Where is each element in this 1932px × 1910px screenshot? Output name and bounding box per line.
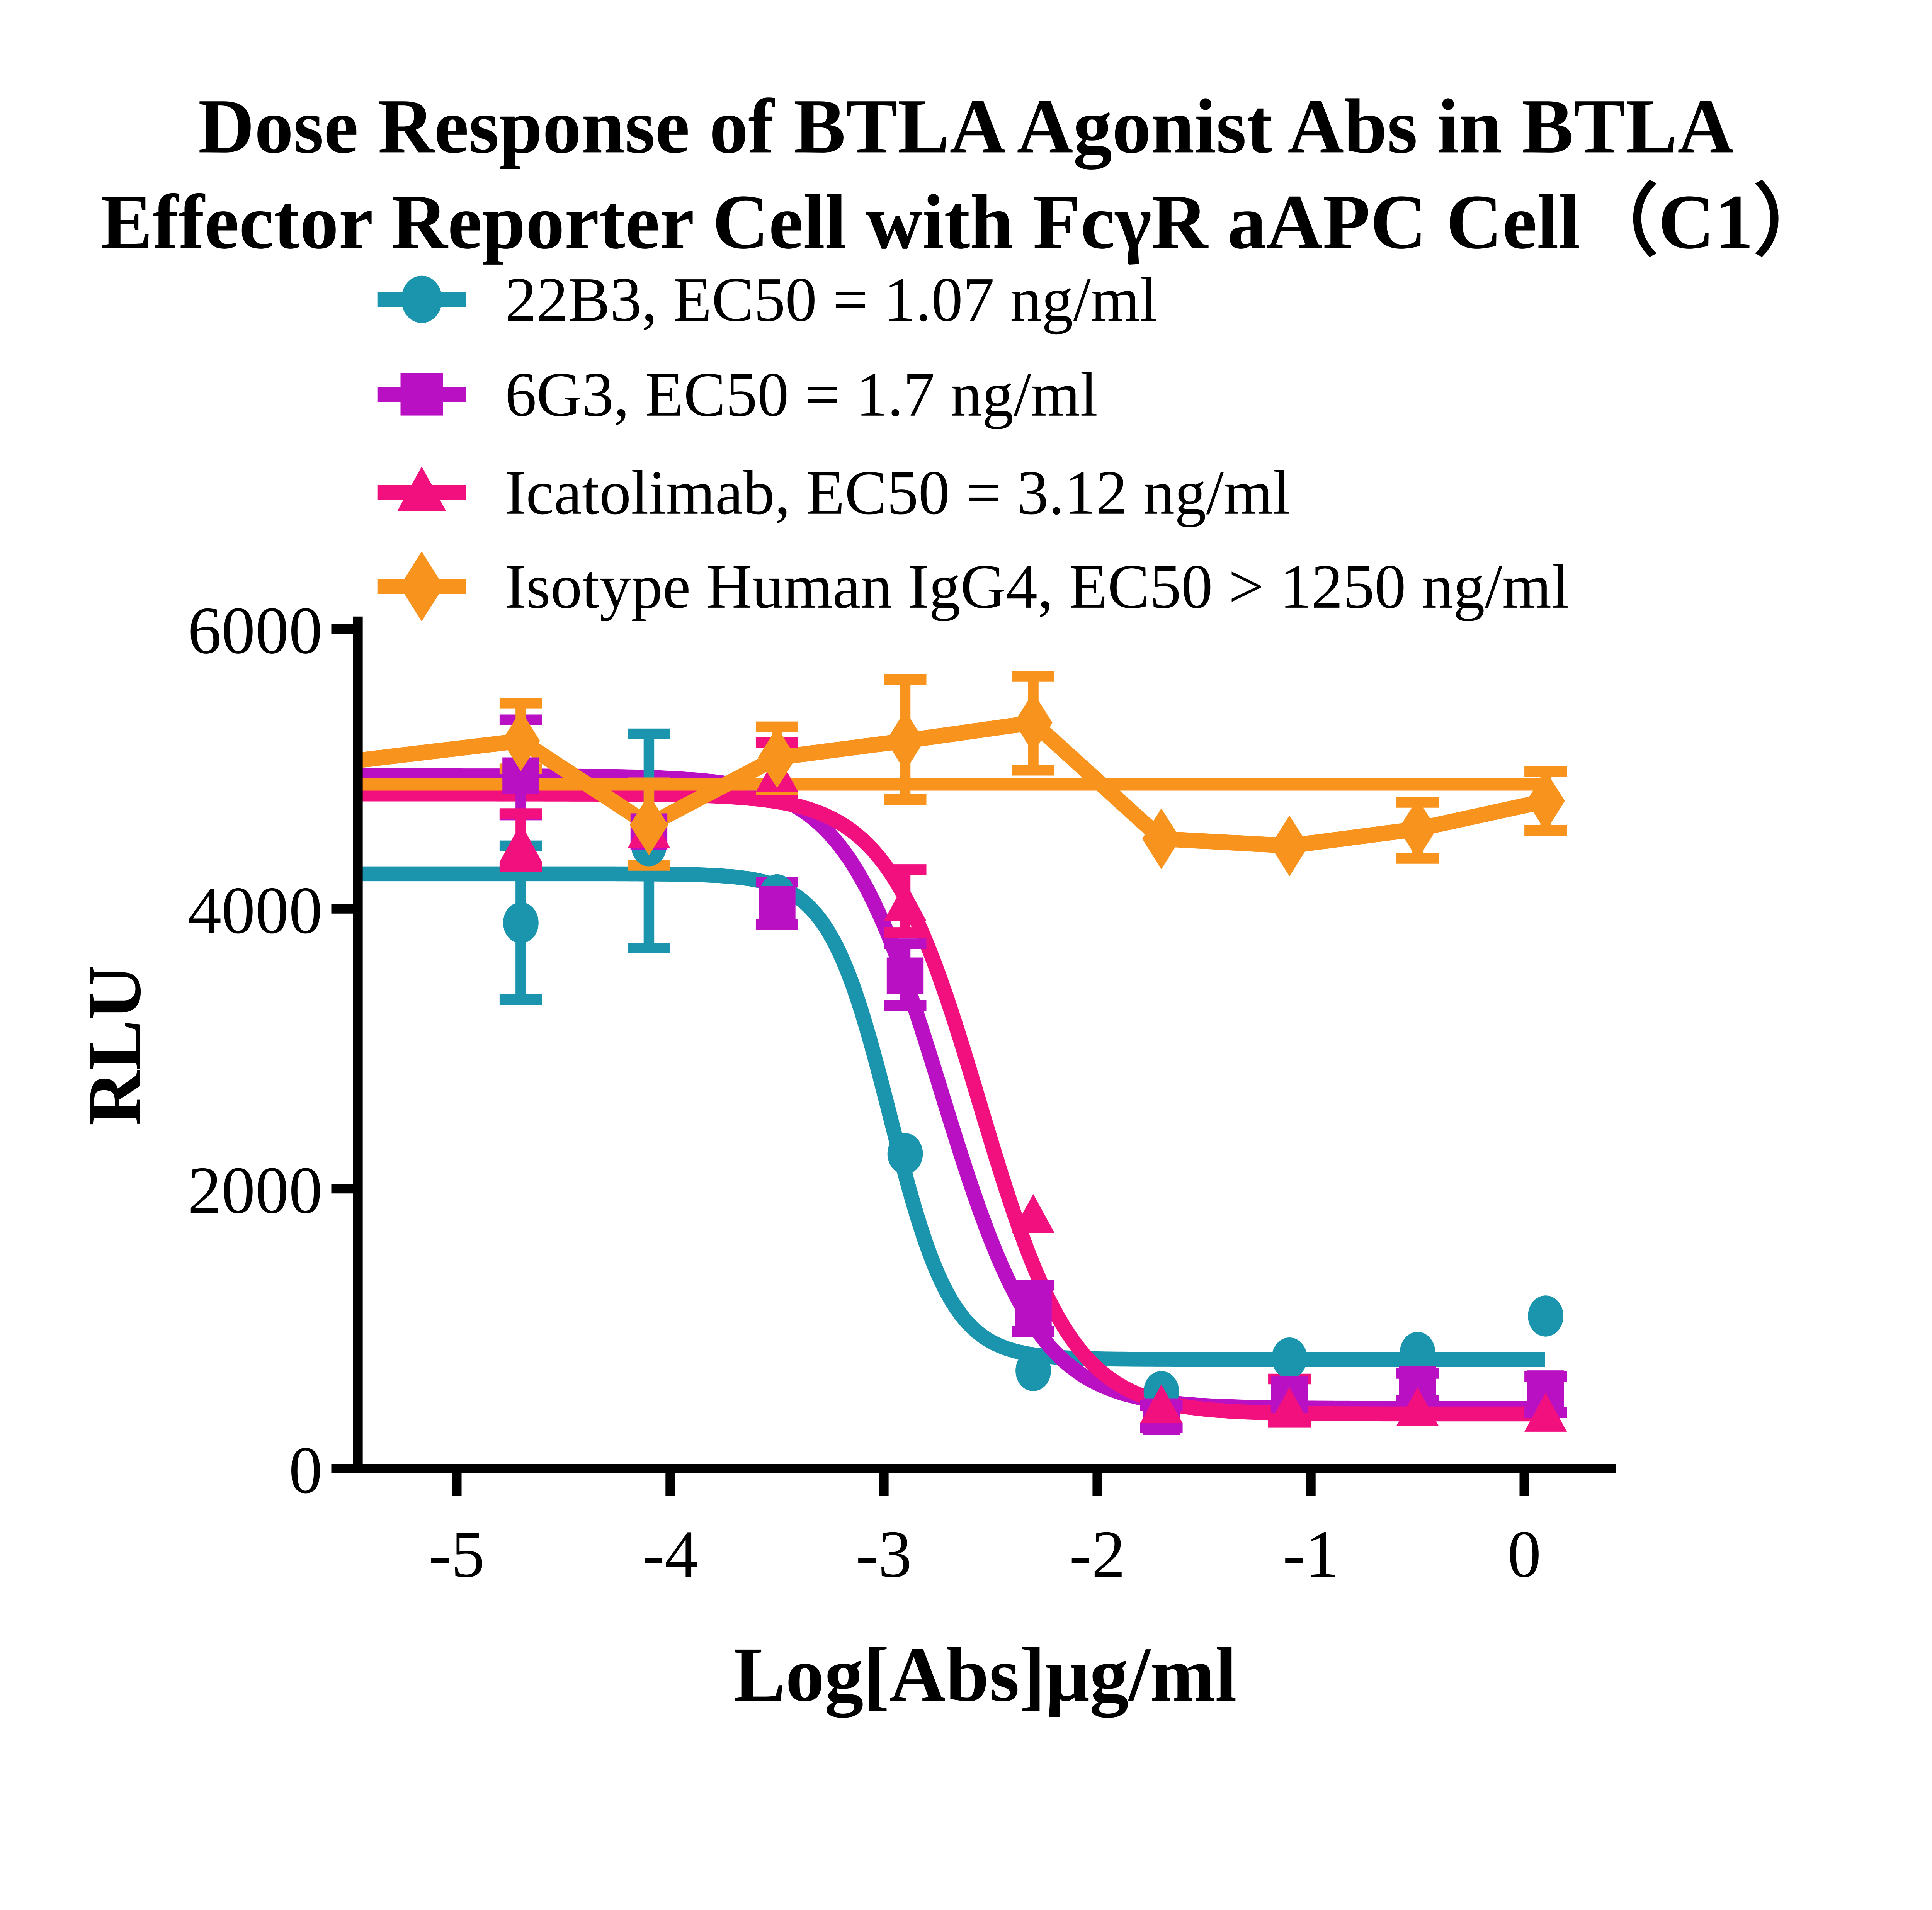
- triangle-marker: [1012, 1194, 1055, 1233]
- y-axis-title: RLU: [72, 965, 156, 1125]
- triangle-marker: [1524, 1393, 1567, 1432]
- circle-marker: [1400, 1332, 1435, 1373]
- legend-label: 22B3, EC50 = 1.07 ng/ml: [505, 265, 1157, 335]
- diamond-marker: [1270, 815, 1309, 877]
- legend-label: Isotype Human IgG4, EC50 > 1250 ng/ml: [505, 552, 1569, 622]
- triangle-marker: [499, 823, 542, 862]
- y-tick-label: 6000: [188, 593, 322, 668]
- x-tick-label: -1: [1283, 1517, 1339, 1591]
- circle-marker: [1528, 1295, 1563, 1337]
- x-tick-label: -4: [642, 1517, 698, 1591]
- circle-marker: [1272, 1337, 1307, 1379]
- x-axis-title: Log[Abs]μg/ml: [733, 1631, 1237, 1718]
- y-tick-label: 0: [289, 1433, 322, 1507]
- circle-marker: [887, 1133, 923, 1174]
- fit-curve-Icatolimab: [358, 787, 1545, 1422]
- legend-label: Icatolimab, EC50 = 3.12 ng/ml: [505, 458, 1290, 528]
- triangle-marker: [1396, 1387, 1439, 1426]
- triangle-marker: [1140, 1384, 1183, 1424]
- triangle-marker: [884, 882, 927, 921]
- diamond-marker: [1014, 692, 1053, 753]
- axis-tick-labels: 0 2000 4000 6000 -5 -4 -3 -2 -1 0: [188, 593, 1541, 1591]
- legend: 22B3, EC50 = 1.07 ng/ml 6G3, EC50 = 1.7 n…: [377, 265, 1569, 622]
- diamond-marker: [886, 710, 925, 771]
- circle-marker: [401, 275, 442, 323]
- x-tick-label: -2: [1069, 1517, 1125, 1591]
- x-tick-label: 0: [1507, 1517, 1541, 1591]
- diamond-marker: [758, 727, 796, 788]
- data-points: [499, 692, 1567, 1436]
- y-tick-label: 2000: [188, 1153, 322, 1227]
- chart-canvas: Dose Response of BTLA Agonist Abs in BTL…: [72, 83, 1831, 1718]
- square-marker: [759, 886, 796, 923]
- series-Icatolimab: [499, 753, 1567, 1432]
- y-tick-label: 4000: [188, 873, 322, 948]
- connect-line-Isotype Human IgG4: [357, 715, 1548, 854]
- square-marker: [1015, 1289, 1052, 1326]
- legend-item: Icatolimab, EC50 = 3.12 ng/ml: [377, 458, 1290, 528]
- legend-item: Isotype Human IgG4, EC50 > 1250 ng/ml: [377, 551, 1569, 622]
- triangle-marker: [1268, 1387, 1311, 1426]
- dose-response-chart: Dose Response of BTLA Agonist Abs in BTL…: [72, 83, 1832, 1718]
- diamond-marker: [400, 551, 444, 622]
- triangle-marker: [397, 466, 446, 511]
- square-marker: [886, 957, 924, 994]
- diamond-marker: [1526, 770, 1565, 832]
- square-marker: [400, 373, 443, 416]
- circle-marker: [1015, 1350, 1051, 1391]
- chart-title-line2: Effector Reporter Cell with FcγR aAPC Ce…: [100, 178, 1831, 265]
- fit-curve-22B3: [358, 866, 1545, 1367]
- x-tick-label: -3: [856, 1517, 912, 1591]
- circle-marker: [503, 902, 539, 943]
- legend-item: 6G3, EC50 = 1.7 ng/ml: [377, 360, 1098, 430]
- fit-curves: [357, 715, 1548, 1422]
- diamond-marker: [629, 794, 668, 855]
- chart-title-line1: Dose Response of BTLA Agonist Abs in BTL…: [198, 83, 1734, 169]
- legend-label: 6G3, EC50 = 1.7 ng/ml: [505, 360, 1098, 430]
- x-tick-label: -5: [429, 1517, 485, 1591]
- legend-item: 22B3, EC50 = 1.07 ng/ml: [377, 265, 1157, 335]
- axis-ticks: [331, 624, 1529, 1496]
